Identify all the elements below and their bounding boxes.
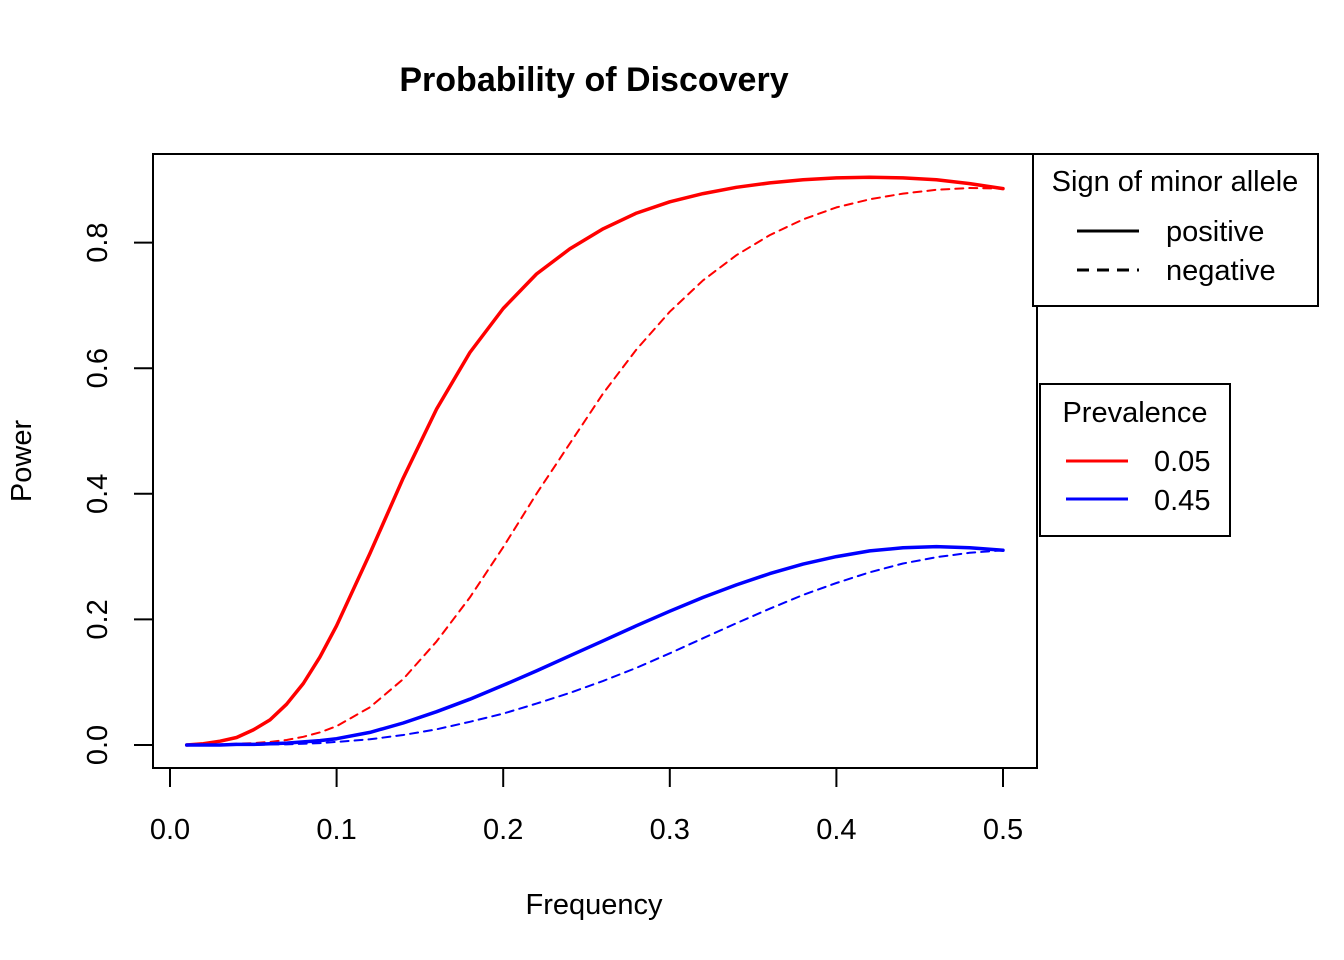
series-line-prev-005-positive — [184, 175, 1005, 747]
legend-sign: Sign of minor allele positive negative — [1032, 153, 1319, 307]
x-axis: 0.0 0.1 0.2 0.3 0.4 0.5 — [150, 767, 1023, 846]
legend-sign-title: Sign of minor allele — [1052, 166, 1299, 198]
y-tick-label: 0.0 — [82, 725, 114, 765]
series-layer — [184, 175, 1005, 747]
y-tick-label: 0.6 — [82, 348, 114, 388]
y-axis: 0.0 0.2 0.4 0.6 0.8 — [82, 222, 154, 765]
y-tick-label: 0.4 — [82, 474, 114, 514]
x-tick-label: 0.5 — [983, 814, 1023, 846]
legend-negative-label: negative — [1166, 255, 1276, 287]
chart-title: Probability of Discovery — [399, 61, 788, 99]
series-line-prev-045-positive — [184, 544, 1005, 747]
legend-prevalence-title: Prevalence — [1062, 397, 1207, 429]
x-tick-label: 0.1 — [316, 814, 356, 846]
y-axis-label: Power — [6, 420, 38, 503]
y-tick-label: 0.2 — [82, 599, 114, 639]
plot-frame — [152, 153, 1038, 769]
legend-prev-005-label: 0.05 — [1154, 446, 1210, 478]
x-tick-label: 0.4 — [816, 814, 856, 846]
legend-prev-045-label: 0.45 — [1154, 485, 1210, 517]
y-tick-label: 0.8 — [82, 222, 114, 262]
series-line-prev-005-negative — [185, 187, 1004, 746]
series-line-prev-045-negative — [185, 549, 1004, 746]
x-tick-label: 0.3 — [650, 814, 690, 846]
x-tick-label: 0.2 — [483, 814, 523, 846]
x-tick-label: 0.0 — [150, 814, 190, 846]
x-axis-label: Frequency — [525, 889, 663, 921]
legend-prevalence: Prevalence 0.05 0.45 — [1039, 383, 1231, 537]
legend-positive-label: positive — [1166, 216, 1264, 248]
